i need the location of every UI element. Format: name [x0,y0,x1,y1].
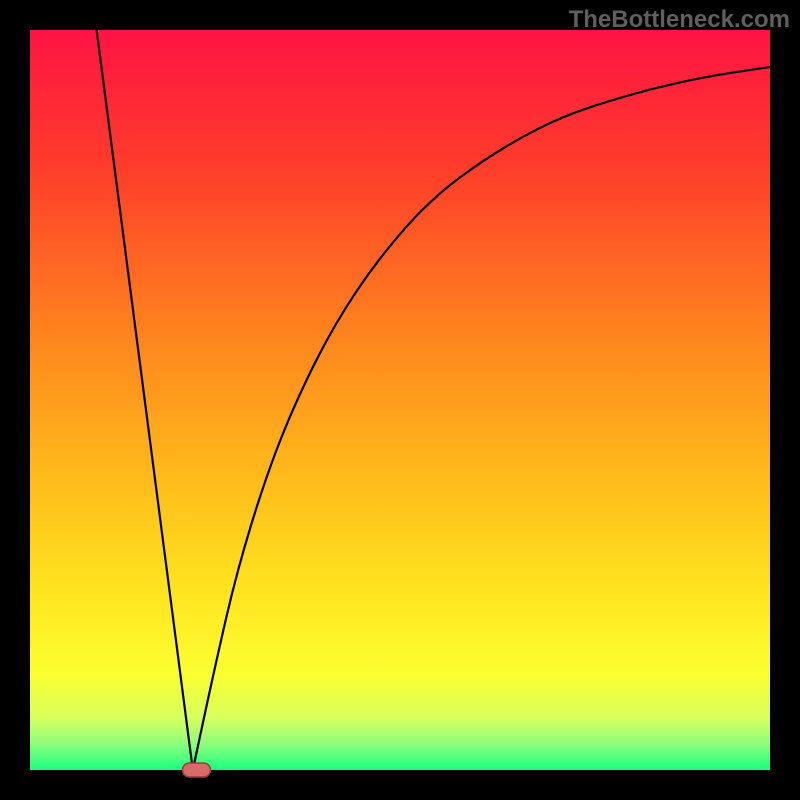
watermark-label: TheBottleneck.com [569,6,790,34]
optimal-marker [183,763,211,777]
bottleneck-chart [0,0,800,800]
chart-container: { "watermark": { "text": "TheBottleneck.… [0,0,800,800]
plot-area [30,30,770,770]
